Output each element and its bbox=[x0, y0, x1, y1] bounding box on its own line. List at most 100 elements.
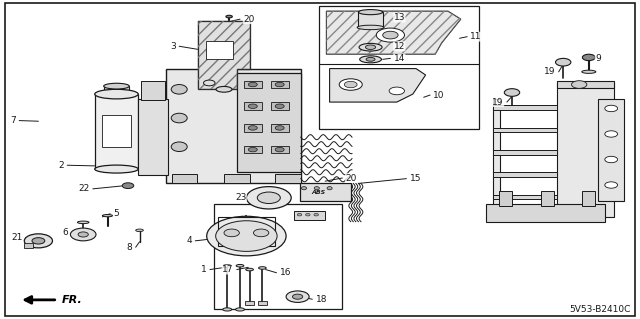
Text: 23: 23 bbox=[235, 193, 246, 202]
Bar bbox=[499, 191, 512, 206]
Ellipse shape bbox=[95, 165, 138, 173]
Circle shape bbox=[275, 126, 284, 130]
Bar bbox=[104, 86, 129, 95]
Ellipse shape bbox=[172, 142, 188, 152]
Circle shape bbox=[24, 234, 52, 248]
Circle shape bbox=[275, 147, 284, 152]
Text: 3: 3 bbox=[170, 42, 176, 51]
Ellipse shape bbox=[77, 221, 89, 224]
Bar bbox=[271, 124, 289, 132]
Ellipse shape bbox=[314, 213, 319, 216]
Bar bbox=[206, 41, 233, 59]
Circle shape bbox=[248, 126, 257, 130]
Circle shape bbox=[216, 221, 277, 251]
Polygon shape bbox=[557, 81, 614, 88]
Ellipse shape bbox=[357, 25, 384, 30]
Bar bbox=[541, 191, 554, 206]
Circle shape bbox=[224, 229, 239, 237]
Circle shape bbox=[556, 58, 571, 66]
Bar bbox=[493, 150, 557, 155]
Text: 20: 20 bbox=[243, 15, 255, 24]
Circle shape bbox=[248, 147, 257, 152]
Ellipse shape bbox=[314, 187, 319, 190]
Circle shape bbox=[389, 87, 404, 95]
Bar bbox=[214, 204, 342, 309]
Circle shape bbox=[275, 104, 284, 108]
Bar bbox=[557, 83, 614, 217]
Text: 9: 9 bbox=[595, 54, 601, 63]
Circle shape bbox=[275, 82, 284, 87]
Text: 20: 20 bbox=[346, 174, 357, 182]
Bar bbox=[224, 174, 250, 183]
Bar bbox=[493, 128, 557, 132]
Bar bbox=[493, 105, 557, 110]
Text: 10: 10 bbox=[433, 91, 445, 100]
Circle shape bbox=[248, 104, 257, 108]
Bar bbox=[138, 99, 168, 175]
Ellipse shape bbox=[259, 267, 266, 269]
Bar bbox=[244, 102, 262, 110]
Ellipse shape bbox=[366, 57, 375, 61]
Circle shape bbox=[257, 192, 280, 204]
Bar bbox=[141, 81, 165, 100]
Text: 12: 12 bbox=[394, 42, 405, 51]
Ellipse shape bbox=[102, 215, 113, 217]
Circle shape bbox=[383, 31, 398, 39]
Polygon shape bbox=[326, 11, 461, 54]
Text: FR.: FR. bbox=[62, 295, 83, 305]
Bar bbox=[218, 217, 275, 246]
Circle shape bbox=[246, 187, 291, 209]
Text: 15: 15 bbox=[410, 174, 421, 183]
Bar bbox=[271, 102, 289, 110]
Bar bbox=[486, 204, 605, 222]
Ellipse shape bbox=[359, 43, 382, 51]
Ellipse shape bbox=[172, 113, 188, 123]
Circle shape bbox=[572, 81, 587, 88]
Text: 2: 2 bbox=[58, 161, 64, 170]
Ellipse shape bbox=[327, 187, 332, 190]
Bar bbox=[294, 211, 325, 220]
Text: 17: 17 bbox=[222, 265, 234, 274]
Bar bbox=[493, 195, 557, 199]
Bar bbox=[598, 99, 624, 201]
Ellipse shape bbox=[301, 187, 307, 190]
Bar bbox=[245, 301, 254, 305]
Polygon shape bbox=[198, 21, 250, 89]
Circle shape bbox=[605, 182, 618, 188]
Text: 7: 7 bbox=[10, 116, 16, 125]
Circle shape bbox=[292, 294, 303, 299]
Circle shape bbox=[504, 89, 520, 96]
Circle shape bbox=[70, 228, 96, 241]
Bar bbox=[24, 243, 33, 248]
Text: 18: 18 bbox=[316, 295, 327, 304]
Text: 5V53-B2410C: 5V53-B2410C bbox=[569, 305, 630, 314]
Bar bbox=[319, 6, 479, 129]
Circle shape bbox=[605, 105, 618, 112]
Ellipse shape bbox=[246, 268, 253, 271]
Text: 16: 16 bbox=[280, 268, 291, 277]
Circle shape bbox=[339, 79, 362, 90]
Text: 21: 21 bbox=[11, 233, 22, 242]
Bar bbox=[493, 172, 557, 177]
Ellipse shape bbox=[365, 45, 376, 49]
Circle shape bbox=[582, 54, 595, 61]
Bar bbox=[271, 146, 289, 153]
Ellipse shape bbox=[236, 308, 244, 311]
Ellipse shape bbox=[204, 80, 215, 86]
Bar bbox=[358, 12, 383, 27]
Text: 1: 1 bbox=[201, 265, 207, 274]
Bar bbox=[244, 124, 262, 132]
Ellipse shape bbox=[95, 89, 138, 99]
Bar bbox=[582, 191, 595, 206]
Text: 22: 22 bbox=[78, 184, 90, 193]
Ellipse shape bbox=[236, 264, 244, 267]
Ellipse shape bbox=[297, 213, 302, 216]
Bar bbox=[271, 81, 289, 88]
Circle shape bbox=[122, 183, 134, 189]
Bar bbox=[244, 81, 262, 88]
Polygon shape bbox=[330, 69, 426, 102]
Bar bbox=[275, 174, 301, 183]
Bar bbox=[300, 183, 351, 201]
Bar bbox=[95, 94, 138, 169]
Text: 6: 6 bbox=[63, 228, 68, 237]
